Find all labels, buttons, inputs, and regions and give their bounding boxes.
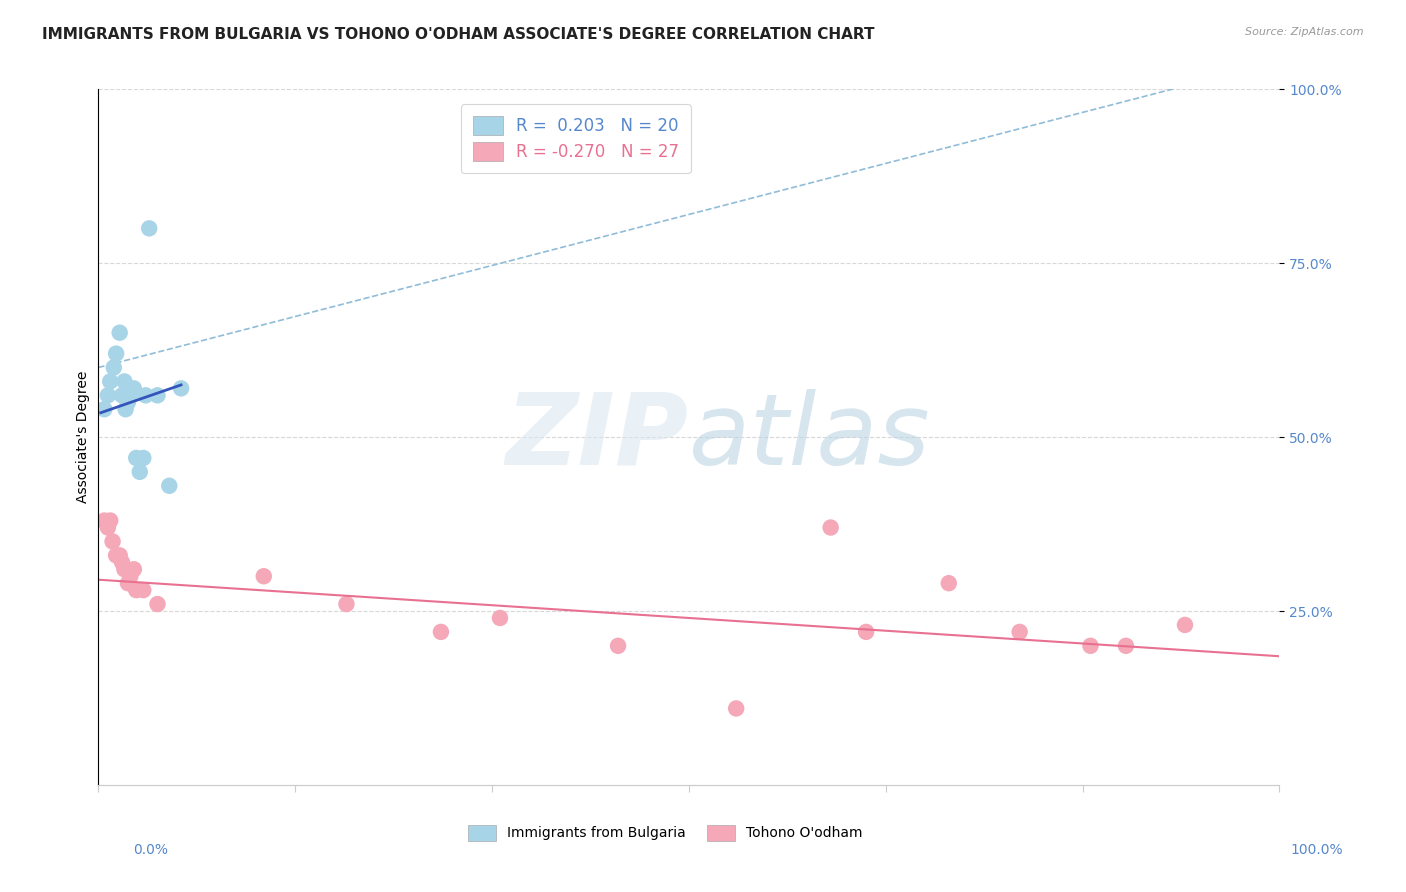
Point [146, 388, 169, 402]
Text: Source: ZipAtlas.com: Source: ZipAtlas.com [1246, 27, 1364, 37]
Point [135, 388, 157, 402]
Point [117, 576, 139, 591]
Point [138, 221, 160, 235]
Point [108, 326, 131, 340]
Text: IMMIGRANTS FROM BULGARIA VS TOHONO O'ODHAM ASSOCIATE'S DEGREE CORRELATION CHART: IMMIGRANTS FROM BULGARIA VS TOHONO O'ODH… [42, 27, 875, 42]
Text: 100.0%: 100.0% [1291, 843, 1343, 857]
Point [111, 388, 134, 402]
Point [170, 381, 193, 395]
Point [93, 514, 115, 528]
Point [122, 381, 145, 395]
Point [1115, 639, 1137, 653]
Point [132, 583, 155, 598]
Point [146, 597, 169, 611]
Point [128, 465, 150, 479]
Point [98, 375, 121, 389]
Point [607, 639, 630, 653]
Point [120, 388, 142, 402]
Point [112, 562, 135, 576]
Point [122, 562, 145, 576]
Point [125, 583, 148, 598]
Point [253, 569, 276, 583]
Text: atlas: atlas [689, 389, 931, 485]
Point [125, 450, 148, 465]
Point [93, 402, 115, 417]
Point [108, 549, 131, 563]
Point [1080, 639, 1102, 653]
Y-axis label: Associate's Degree: Associate's Degree [76, 371, 90, 503]
Point [725, 701, 748, 715]
Text: 0.0%: 0.0% [134, 843, 169, 857]
Point [103, 360, 125, 375]
Point [132, 450, 155, 465]
Point [335, 597, 357, 611]
Point [430, 624, 453, 639]
Point [157, 479, 180, 493]
Point [101, 534, 124, 549]
Point [98, 514, 121, 528]
Point [112, 375, 135, 389]
Text: ZIP: ZIP [506, 389, 689, 485]
Point [938, 576, 960, 591]
Point [111, 555, 134, 569]
Point [105, 549, 128, 563]
Point [117, 395, 139, 409]
Point [97, 388, 120, 402]
Point [820, 520, 842, 534]
Point [120, 569, 142, 583]
Point [114, 402, 136, 417]
Point [1174, 618, 1197, 632]
Point [97, 520, 120, 534]
Point [489, 611, 512, 625]
Legend: Immigrants from Bulgaria, Tohono O'odham: Immigrants from Bulgaria, Tohono O'odham [461, 818, 869, 847]
Point [1008, 624, 1031, 639]
Point [105, 346, 128, 360]
Point [855, 624, 877, 639]
